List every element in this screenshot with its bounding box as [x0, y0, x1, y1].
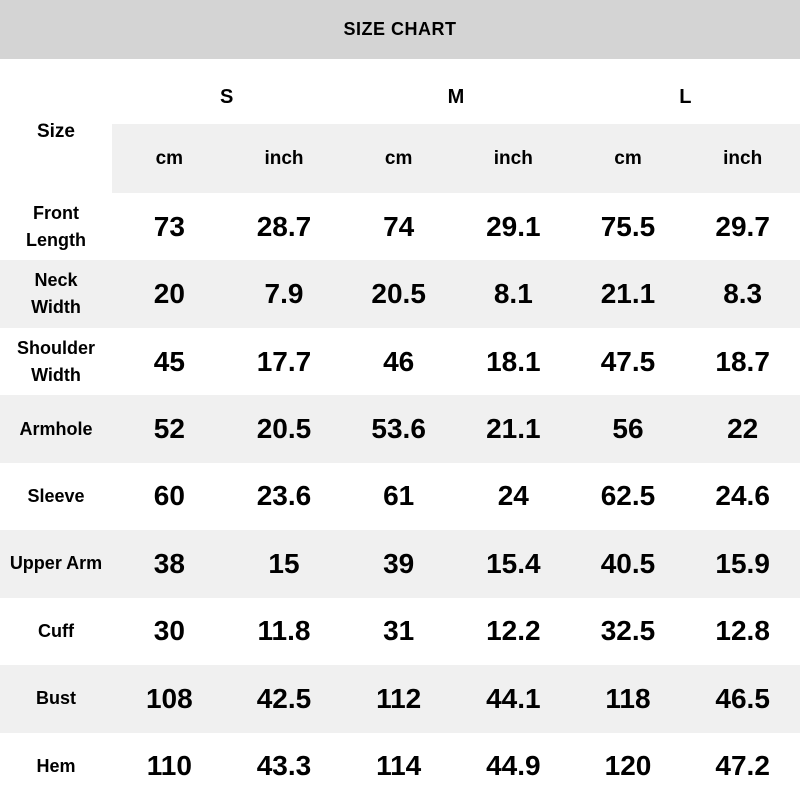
unit-header-s-inch: inch — [226, 124, 342, 193]
table-row: Cuff 30 11.8 31 12.2 32.5 12.8 — [0, 597, 800, 666]
row-label: Neck Width — [31, 270, 81, 318]
title-bar: SIZE CHART — [0, 0, 800, 59]
cell-value: 8.1 — [493, 278, 533, 310]
cell-value: 108 — [145, 682, 193, 714]
table-row: Upper Arm 38 15 39 15.4 40.5 15.9 — [0, 530, 800, 598]
cell-value: 39 — [383, 547, 415, 579]
cell-value: 28.7 — [256, 210, 312, 242]
cell-value: 47.2 — [715, 750, 770, 782]
table-body: Front Length 73 28.7 74 29.1 75.5 29.7 Neck Wid… — [0, 193, 800, 800]
cell-value: 30 — [153, 615, 185, 647]
cell-value: 15 — [268, 547, 300, 579]
cell-value: 15.4 — [486, 547, 541, 579]
unit-header-l-inch: inch — [685, 124, 800, 193]
cell-value: 110 — [146, 750, 192, 782]
row-label: Bust — [36, 688, 76, 709]
cell-value: 22 — [727, 413, 759, 445]
table-row: Hem 110 43.3 114 44.9 120 47.2 — [0, 732, 800, 800]
cell-value: 60 — [153, 480, 185, 512]
cell-value: 44.9 — [486, 750, 541, 782]
cell-value: 29.1 — [486, 210, 541, 242]
table-row: Sleeve 60 23.6 61 24 62.5 24.6 — [0, 462, 800, 531]
cell-value: 114 — [376, 750, 422, 782]
cell-value: 46.5 — [715, 682, 770, 714]
cell-value: 53.6 — [371, 413, 426, 445]
cell-value: 17.7 — [256, 345, 312, 377]
cell-value: 18.7 — [715, 345, 770, 377]
cell-value: 120 — [604, 750, 652, 782]
size-column-header-s: S — [112, 71, 342, 124]
cell-value: 40.5 — [600, 547, 656, 579]
unit-header-m-cm: cm — [341, 124, 456, 193]
cell-value: 24.6 — [715, 480, 770, 512]
cell-value: 31 — [383, 615, 415, 647]
cell-value: 75.5 — [600, 210, 656, 242]
cell-value: 20 — [153, 278, 185, 310]
cell-value: 44.1 — [486, 682, 541, 714]
header-gap — [0, 59, 800, 71]
row-label: Hem — [36, 755, 76, 776]
cell-value: 118 — [605, 682, 651, 714]
table-row: Neck Width 20 7.9 20.5 8.1 21.1 8.3 — [0, 260, 800, 328]
cell-value: 21.1 — [486, 413, 541, 445]
cell-value: 38 — [153, 547, 185, 579]
cell-value: 24 — [497, 480, 529, 512]
cell-value: 32.5 — [600, 615, 656, 647]
cell-value: 15.9 — [715, 547, 770, 579]
unit-header-s-cm: cm — [112, 124, 227, 193]
cell-value: 12.2 — [486, 615, 541, 647]
cell-value: 42.5 — [256, 682, 312, 714]
table-row: Shoulder Width 45 17.7 46 18.1 47.5 18.7 — [0, 327, 800, 396]
cell-value: 29.7 — [715, 210, 770, 242]
cell-value: 11.8 — [257, 615, 311, 647]
cell-value: 18.1 — [486, 345, 541, 377]
cell-value: 56 — [612, 413, 644, 445]
row-label: Front Length — [26, 202, 86, 250]
cell-value: 62.5 — [600, 480, 656, 512]
size-column-header-l: L — [570, 71, 800, 124]
table-row: Front Length 73 28.7 74 29.1 75.5 29.7 — [0, 193, 800, 261]
table-row: Armhole 52 20.5 53.6 21.1 56 22 — [0, 395, 800, 463]
table-header: Size S M L cm inch cm inch cm inch — [0, 71, 800, 193]
unit-header-m-inch: inch — [455, 124, 571, 193]
cell-value: 20.5 — [371, 278, 426, 310]
cell-value: 12.8 — [715, 615, 770, 647]
size-column-header-m: M — [341, 71, 571, 124]
cell-value: 47.5 — [600, 345, 656, 377]
cell-value: 7.9 — [264, 278, 304, 310]
row-label: Shoulder Width — [16, 337, 95, 385]
row-label: Upper Arm — [9, 553, 103, 574]
cell-value: 23.6 — [256, 480, 312, 512]
cell-value: 52 — [153, 413, 185, 445]
cell-value: 20.5 — [256, 413, 312, 445]
cell-value: 73 — [153, 210, 185, 242]
page-title: SIZE CHART — [343, 19, 457, 39]
cell-value: 21.1 — [600, 278, 656, 310]
cell-value: 45 — [153, 345, 185, 377]
cell-value: 46 — [383, 345, 415, 377]
unit-header-l-cm: cm — [570, 124, 686, 193]
cell-value: 74 — [383, 210, 415, 242]
cell-value: 8.3 — [723, 278, 763, 310]
table-row: Bust 108 42.5 112 44.1 118 46.5 — [0, 665, 800, 733]
cell-value: 112 — [376, 682, 422, 714]
cell-value: 43.3 — [256, 750, 312, 782]
row-label: Cuff — [38, 620, 74, 641]
size-corner-label: Size — [0, 71, 112, 193]
row-label: Armhole — [19, 418, 93, 439]
cell-value: 61 — [383, 480, 415, 512]
row-label: Sleeve — [27, 485, 85, 506]
